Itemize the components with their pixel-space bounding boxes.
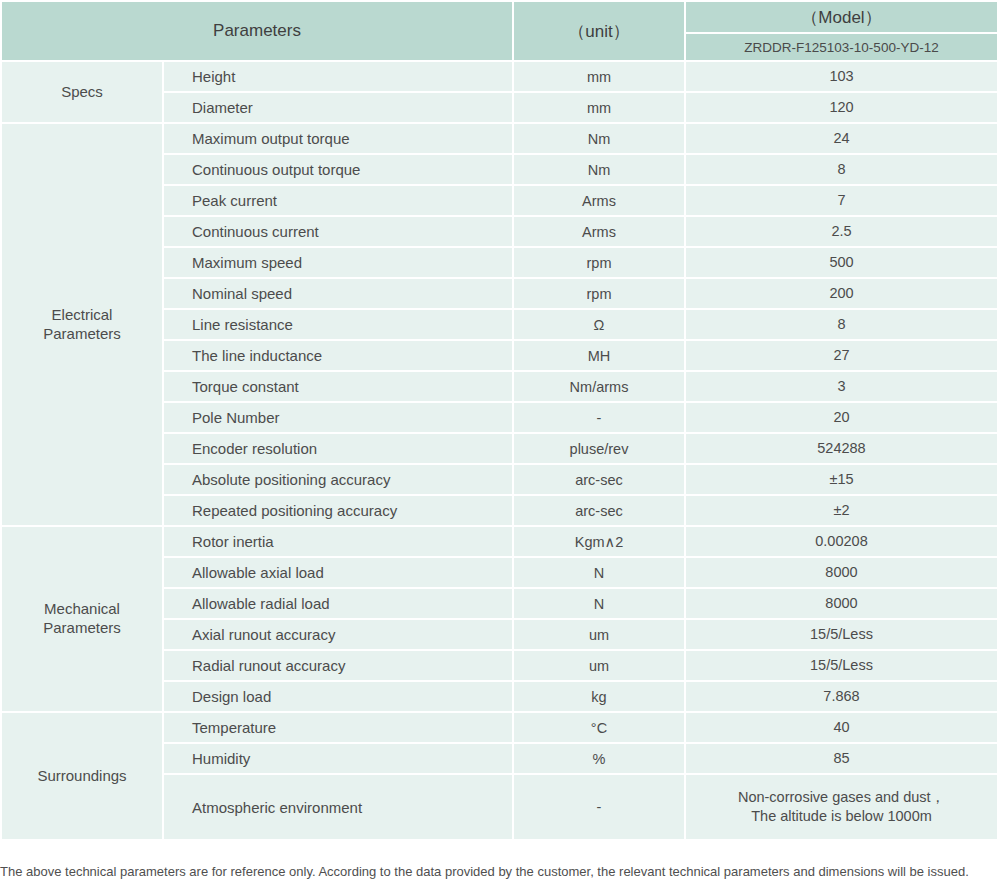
model-header: （Model） <box>686 2 997 32</box>
param-unit-cell: arc-sec <box>514 465 684 494</box>
table-row: Electrical ParametersMaximum output torq… <box>2 124 997 153</box>
param-value-cell: 8 <box>686 155 997 184</box>
param-name-cell: Height <box>164 62 512 91</box>
param-value-cell: ±2 <box>686 496 997 525</box>
category-cell: Surroundings <box>2 713 162 839</box>
param-name-cell: Repeated positioning accuracy <box>164 496 512 525</box>
param-unit-cell: pluse/rev <box>514 434 684 463</box>
param-name-cell: Absolute positioning accuracy <box>164 465 512 494</box>
param-value-cell: 40 <box>686 713 997 742</box>
param-value-cell: Non-corrosive gases and dust， The altitu… <box>686 775 997 839</box>
param-name-cell: Encoder resolution <box>164 434 512 463</box>
param-name-cell: Continuous output torque <box>164 155 512 184</box>
param-unit-cell: Kgm∧2 <box>514 527 684 556</box>
param-unit-cell: rpm <box>514 248 684 277</box>
param-name-cell: Maximum speed <box>164 248 512 277</box>
param-value-cell: 8000 <box>686 589 997 618</box>
param-value-cell: 27 <box>686 341 997 370</box>
param-unit-cell: N <box>514 558 684 587</box>
param-value-cell: 120 <box>686 93 997 122</box>
category-cell: Electrical Parameters <box>2 124 162 525</box>
spec-sheet-page: Parameters （unit） （Model） ZRDDR-F125103-… <box>0 0 1000 885</box>
param-value-cell: 500 <box>686 248 997 277</box>
spec-table-body: SpecsHeightmm103Diametermm120Electrical … <box>2 62 997 839</box>
param-unit-cell: Ω <box>514 310 684 339</box>
param-unit-cell: N <box>514 589 684 618</box>
param-value-cell: 8000 <box>686 558 997 587</box>
param-value-cell: 103 <box>686 62 997 91</box>
param-name-cell: Radial runout accuracy <box>164 651 512 680</box>
param-name-cell: Diameter <box>164 93 512 122</box>
unit-header: （unit） <box>514 2 684 60</box>
category-cell: Specs <box>2 62 162 122</box>
param-value-cell: 85 <box>686 744 997 773</box>
param-name-cell: Allowable radial load <box>164 589 512 618</box>
param-name-cell: Peak current <box>164 186 512 215</box>
param-value-cell: 20 <box>686 403 997 432</box>
param-value-cell: 8 <box>686 310 997 339</box>
spec-table: Parameters （unit） （Model） ZRDDR-F125103-… <box>0 0 999 841</box>
param-unit-cell: - <box>514 775 684 839</box>
param-name-cell: Pole Number <box>164 403 512 432</box>
param-value-cell: 7 <box>686 186 997 215</box>
table-row: SpecsHeightmm103 <box>2 62 997 91</box>
param-unit-cell: kg <box>514 682 684 711</box>
param-value-cell: 15/5/Less <box>686 620 997 649</box>
footer-note: The above technical parameters are for r… <box>0 864 1000 879</box>
param-name-cell: Continuous current <box>164 217 512 246</box>
param-value-cell: 24 <box>686 124 997 153</box>
param-name-cell: Rotor inertia <box>164 527 512 556</box>
param-value-cell: 3 <box>686 372 997 401</box>
param-name-cell: Torque constant <box>164 372 512 401</box>
param-name-cell: Humidity <box>164 744 512 773</box>
param-unit-cell: rpm <box>514 279 684 308</box>
param-name-cell: Design load <box>164 682 512 711</box>
param-name-cell: Line resistance <box>164 310 512 339</box>
spec-table-header: Parameters （unit） （Model） ZRDDR-F125103-… <box>2 2 997 60</box>
param-unit-cell: % <box>514 744 684 773</box>
param-unit-cell: Arms <box>514 217 684 246</box>
param-value-cell: 200 <box>686 279 997 308</box>
param-name-cell: Temperature <box>164 713 512 742</box>
param-unit-cell: um <box>514 620 684 649</box>
param-unit-cell: Nm <box>514 155 684 184</box>
param-unit-cell: MH <box>514 341 684 370</box>
table-row: SurroundingsTemperature°C40 <box>2 713 997 742</box>
param-name-cell: Nominal speed <box>164 279 512 308</box>
param-unit-cell: °C <box>514 713 684 742</box>
param-name-cell: The line inductance <box>164 341 512 370</box>
param-unit-cell: - <box>514 403 684 432</box>
param-name-cell: Axial runout accuracy <box>164 620 512 649</box>
table-row: Mechanical ParametersRotor inertiaKgm∧20… <box>2 527 997 556</box>
param-name-cell: Maximum output torque <box>164 124 512 153</box>
parameters-header: Parameters <box>2 2 512 60</box>
param-value-cell: 2.5 <box>686 217 997 246</box>
param-unit-cell: mm <box>514 62 684 91</box>
param-unit-cell: Nm/arms <box>514 372 684 401</box>
param-value-cell: 0.00208 <box>686 527 997 556</box>
param-unit-cell: um <box>514 651 684 680</box>
param-value-cell: 15/5/Less <box>686 651 997 680</box>
param-name-cell: Atmospheric environment <box>164 775 512 839</box>
param-unit-cell: Nm <box>514 124 684 153</box>
param-value-cell: ±15 <box>686 465 997 494</box>
param-value-cell: 7.868 <box>686 682 997 711</box>
param-unit-cell: mm <box>514 93 684 122</box>
param-name-cell: Allowable axial load <box>164 558 512 587</box>
model-number: ZRDDR-F125103-10-500-YD-12 <box>686 34 997 60</box>
category-cell: Mechanical Parameters <box>2 527 162 711</box>
param-unit-cell: arc-sec <box>514 496 684 525</box>
param-unit-cell: Arms <box>514 186 684 215</box>
param-value-cell: 524288 <box>686 434 997 463</box>
